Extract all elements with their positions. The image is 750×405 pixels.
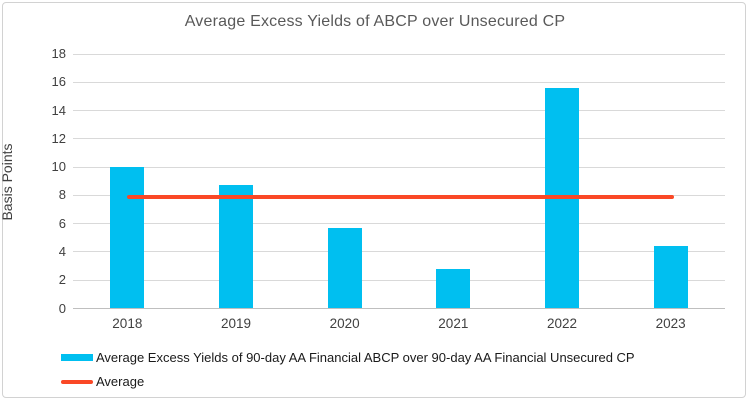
y-tick-label: 12 <box>51 130 66 146</box>
x-tick-label: 2023 <box>655 315 686 331</box>
bar-2018 <box>110 167 145 309</box>
bar-2023 <box>653 246 688 309</box>
legend-item-average: Average <box>61 374 144 389</box>
gridline-y-6 <box>73 223 725 225</box>
bar-series-swatch <box>61 354 93 361</box>
gridline-y-4 <box>73 251 725 253</box>
gridline-y-18 <box>73 53 725 55</box>
gridline-y-10 <box>73 166 725 168</box>
x-tick-label: 2020 <box>329 315 360 331</box>
gridline-y-2 <box>73 279 725 281</box>
bar-2019 <box>219 185 253 309</box>
y-tick-label: 8 <box>58 187 66 203</box>
legend-item-bar-series: Average Excess Yields of 90-day AA Finan… <box>61 350 635 365</box>
bar-2020 <box>327 227 362 309</box>
y-tick-label: 16 <box>51 74 66 90</box>
y-tick-label: 2 <box>58 272 66 288</box>
x-tick-label: 2021 <box>438 315 469 331</box>
x-tick-label: 2022 <box>546 315 578 331</box>
y-tick-label: 10 <box>51 159 66 175</box>
average-series-label: Average <box>96 374 145 389</box>
y-axis-title: Basis Points <box>0 143 15 221</box>
x-tick-label: 2018 <box>112 315 143 331</box>
chart-title: Average Excess Yields of ABCP over Unsec… <box>184 13 566 30</box>
bar-series-label: Average Excess Yields of 90-day AA Finan… <box>96 350 635 365</box>
gridline-y-16 <box>73 81 725 83</box>
gridline-y-14 <box>73 110 725 112</box>
y-tick-label: 14 <box>51 102 66 118</box>
y-tick-label: 4 <box>58 243 66 259</box>
y-tick-label: 6 <box>58 215 66 231</box>
average-line-swatch <box>61 379 93 384</box>
y-tick-label: 0 <box>58 300 66 316</box>
bar-2021 <box>436 268 471 309</box>
gridline-y-12 <box>73 138 725 140</box>
y-tick-label: 18 <box>51 46 66 61</box>
gridline-y-0 <box>73 308 725 309</box>
x-tick-label: 2019 <box>220 315 252 331</box>
average-line <box>127 194 674 199</box>
